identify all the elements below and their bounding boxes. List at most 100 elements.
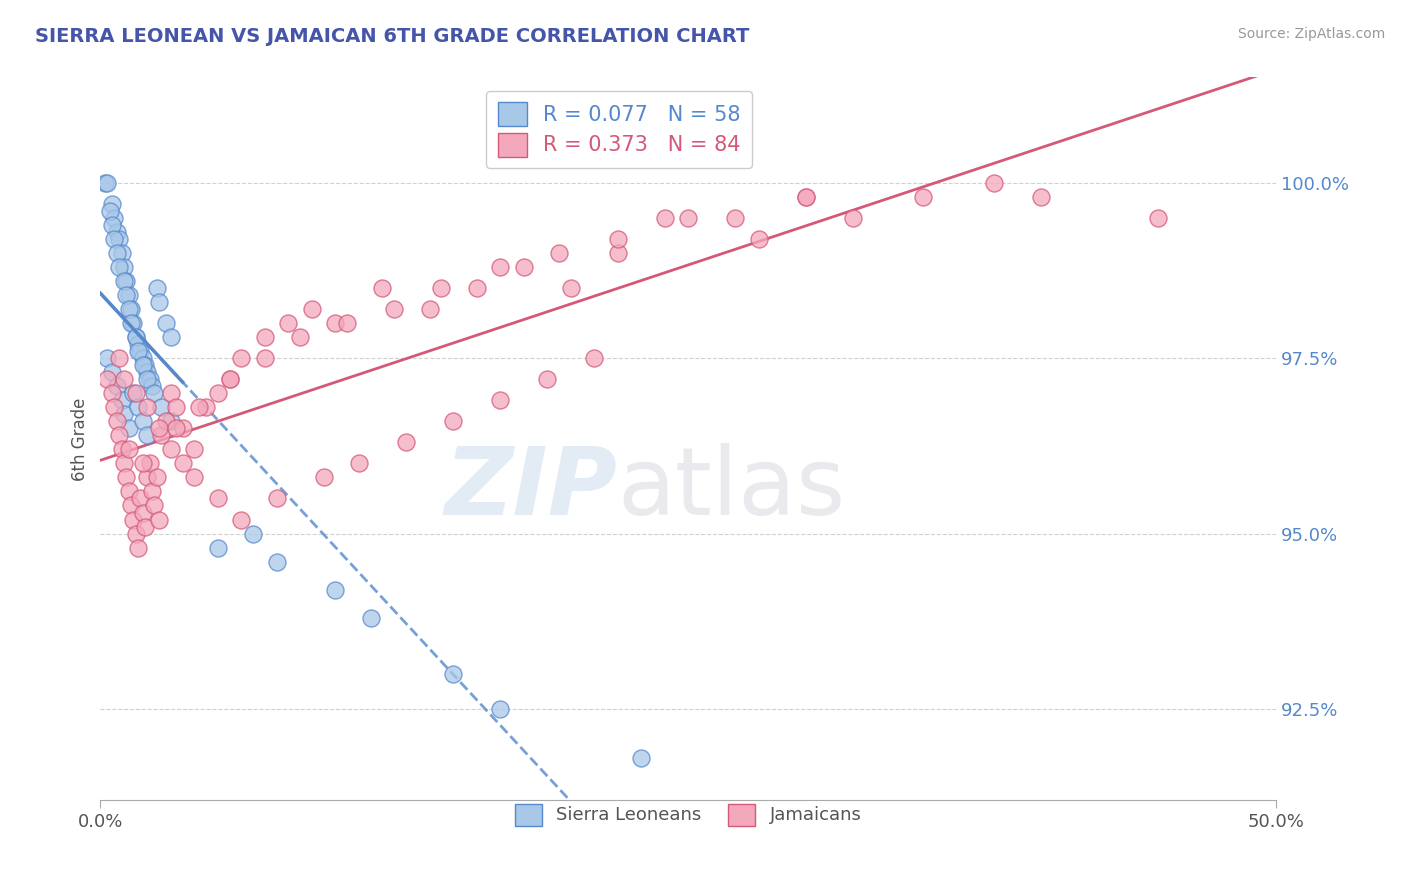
Point	[794, 190, 817, 204]
Point	[371, 281, 394, 295]
Point	[724, 211, 747, 225]
Point	[160, 414, 183, 428]
Point	[360, 611, 382, 625]
Point	[110, 245, 132, 260]
Point	[195, 401, 218, 415]
Point	[748, 232, 770, 246]
Point	[1029, 190, 1052, 204]
Point	[117, 484, 139, 499]
Point	[131, 358, 153, 372]
Point	[165, 421, 187, 435]
Point	[101, 196, 124, 211]
Point	[172, 421, 194, 435]
Point	[117, 288, 139, 302]
Point	[155, 414, 177, 428]
Point	[117, 421, 139, 435]
Point	[148, 512, 170, 526]
Point	[112, 456, 135, 470]
Point	[277, 316, 299, 330]
Point	[536, 372, 558, 386]
Point	[127, 344, 149, 359]
Point	[183, 470, 205, 484]
Point	[606, 232, 628, 246]
Point	[115, 274, 138, 288]
Point	[122, 316, 145, 330]
Point	[150, 428, 173, 442]
Point	[165, 401, 187, 415]
Point	[465, 281, 488, 295]
Point	[134, 519, 156, 533]
Point	[141, 484, 163, 499]
Point	[418, 301, 440, 316]
Point	[117, 442, 139, 457]
Point	[630, 751, 652, 765]
Point	[231, 512, 253, 526]
Point	[120, 301, 142, 316]
Point	[110, 393, 132, 408]
Point	[441, 667, 464, 681]
Point	[336, 316, 359, 330]
Text: ZIP: ZIP	[444, 443, 617, 535]
Point	[983, 176, 1005, 190]
Point	[146, 281, 169, 295]
Point	[160, 442, 183, 457]
Point	[136, 365, 159, 379]
Point	[129, 344, 152, 359]
Point	[382, 301, 405, 316]
Point	[117, 301, 139, 316]
Point	[108, 232, 131, 246]
Point	[122, 386, 145, 401]
Point	[124, 330, 146, 344]
Point	[312, 470, 335, 484]
Point	[325, 582, 347, 597]
Point	[120, 499, 142, 513]
Point	[143, 499, 166, 513]
Point	[489, 702, 512, 716]
Point	[131, 456, 153, 470]
Point	[1147, 211, 1170, 225]
Point	[842, 211, 865, 225]
Point	[218, 372, 240, 386]
Point	[141, 379, 163, 393]
Point	[188, 401, 211, 415]
Point	[512, 260, 534, 274]
Point	[103, 211, 125, 225]
Point	[395, 435, 418, 450]
Point	[101, 218, 124, 232]
Point	[143, 386, 166, 401]
Point	[108, 428, 131, 442]
Point	[101, 365, 124, 379]
Point	[207, 386, 229, 401]
Point	[150, 401, 173, 415]
Point	[172, 456, 194, 470]
Point	[101, 386, 124, 401]
Point	[115, 288, 138, 302]
Point	[127, 401, 149, 415]
Point	[112, 407, 135, 421]
Point	[347, 456, 370, 470]
Point	[131, 414, 153, 428]
Text: atlas: atlas	[617, 443, 846, 535]
Point	[160, 386, 183, 401]
Point	[124, 330, 146, 344]
Point	[96, 176, 118, 190]
Point	[96, 351, 118, 365]
Point	[94, 176, 117, 190]
Point	[138, 456, 160, 470]
Point	[489, 260, 512, 274]
Point	[912, 190, 935, 204]
Point	[253, 351, 276, 365]
Point	[231, 351, 253, 365]
Point	[606, 245, 628, 260]
Point	[489, 393, 512, 408]
Point	[127, 541, 149, 555]
Point	[253, 330, 276, 344]
Point	[266, 555, 288, 569]
Point	[127, 337, 149, 351]
Point	[583, 351, 606, 365]
Point	[131, 506, 153, 520]
Point	[110, 442, 132, 457]
Point	[129, 491, 152, 506]
Point	[325, 316, 347, 330]
Point	[112, 372, 135, 386]
